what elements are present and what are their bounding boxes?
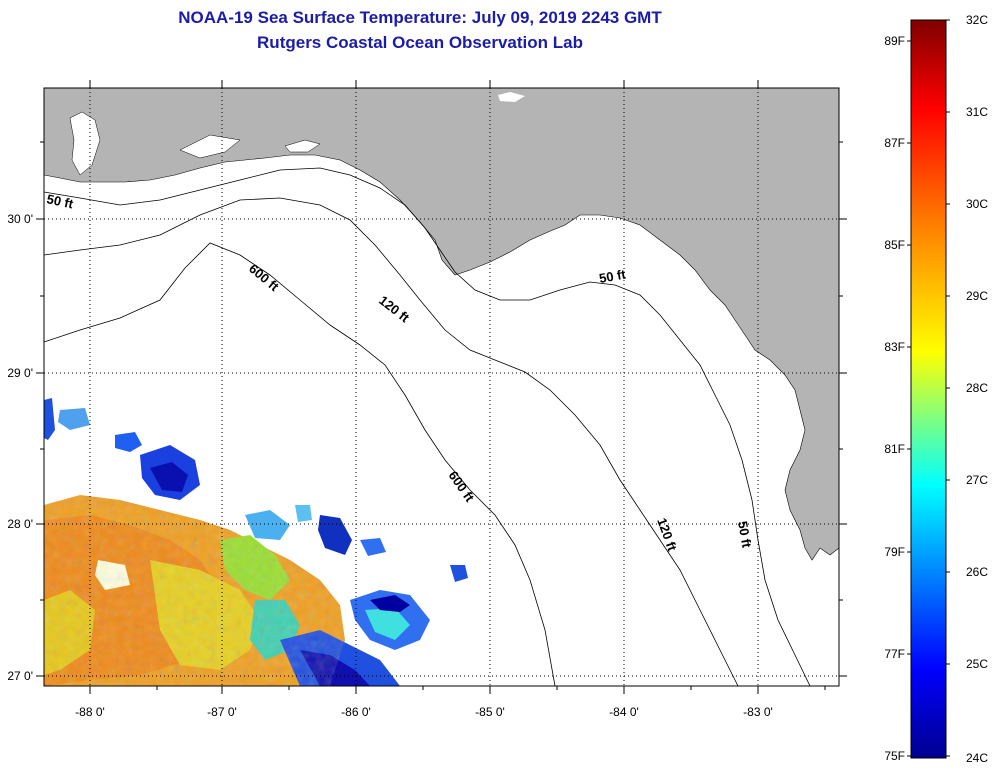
lon-label-86: -86 0'	[341, 705, 371, 719]
colorbar-ticks	[907, 19, 950, 757]
colorbar-c-24: 24C	[966, 751, 988, 765]
choctawhatchee-bay	[179, 134, 241, 159]
contour-50ft-west	[44, 167, 811, 686]
colorbar-c-31: 31C	[966, 105, 988, 119]
colorbar-c-30: 30C	[966, 197, 988, 211]
lon-label-84: -84 0'	[609, 705, 639, 719]
lon-label-83: -83 0'	[743, 705, 773, 719]
land-mass	[44, 88, 839, 561]
st-andrew-bay	[284, 139, 321, 153]
sst-data-field	[44, 398, 468, 686]
colorbar-f-89: 89F	[884, 34, 905, 48]
colorbar-c-28: 28C	[966, 381, 988, 395]
lat-label-29: 29 0'	[7, 366, 33, 380]
colorbar-c-27: 27C	[966, 473, 988, 487]
contour-label-50ft-east: 50 ft	[598, 266, 628, 286]
colorbar-c-29: 29C	[966, 289, 988, 303]
colorbar-f-81: 81F	[884, 442, 905, 456]
lake-white	[498, 92, 525, 102]
contour-120ft	[44, 197, 739, 686]
lat-label-28: 28 0'	[7, 517, 33, 531]
lon-label-87: -87 0'	[207, 705, 237, 719]
colorbar	[910, 19, 947, 759]
lat-label-27: 27 0'	[7, 669, 33, 683]
colorbar-f-75: 75F	[884, 749, 905, 763]
colorbar-f-85: 85F	[884, 238, 905, 252]
colorbar-c-32: 32C	[966, 13, 988, 27]
colorbar-f-79: 79F	[884, 545, 905, 559]
map-frame	[43, 87, 840, 687]
lat-label-30: 30 0'	[7, 212, 33, 226]
colorbar-c-25: 25C	[966, 657, 988, 671]
colorbar-f-77: 77F	[884, 647, 905, 661]
mobile-bay	[69, 111, 101, 176]
contour-label-50ft-lower: 50 ft	[735, 520, 755, 550]
colorbar-f-87: 87F	[884, 136, 905, 150]
contour-600ft	[44, 242, 556, 686]
title-line-1: NOAA-19 Sea Surface Temperature: July 09…	[178, 8, 662, 27]
colorbar-f-83: 83F	[884, 340, 905, 354]
contour-label-50ft-west: 50 ft	[45, 191, 75, 211]
graticule	[44, 88, 839, 686]
lon-label-88: -88 0'	[75, 705, 105, 719]
lon-label-85: -85 0'	[475, 705, 505, 719]
axis-ticks	[36, 80, 847, 694]
title-line-2: Rutgers Coastal Ocean Observation Lab	[257, 33, 583, 52]
colorbar-c-26: 26C	[966, 565, 988, 579]
